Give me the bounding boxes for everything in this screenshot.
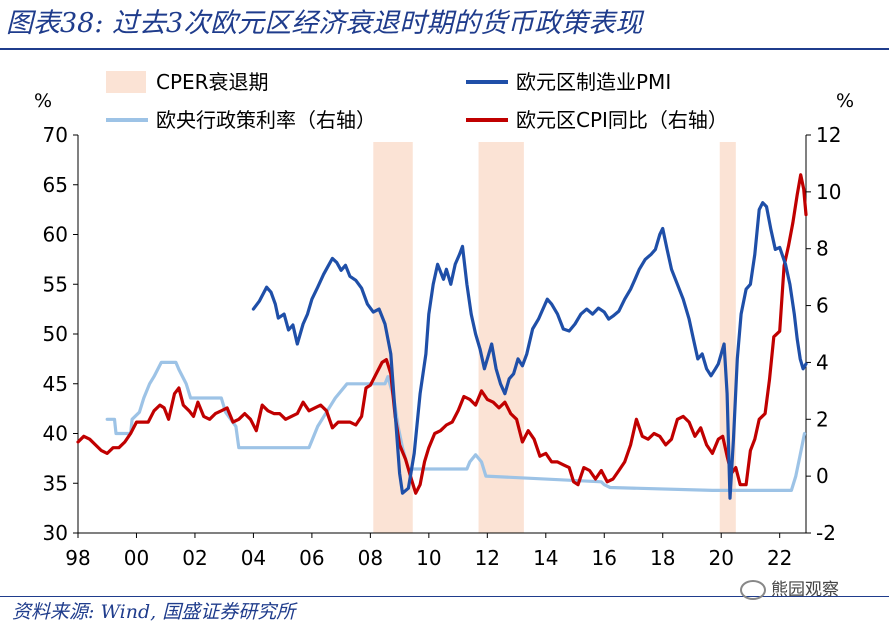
series-line (76, 173, 808, 495)
right-tick-label: 2 (816, 407, 829, 431)
title-divider (0, 48, 889, 50)
series-line (251, 201, 808, 500)
left-tick-label: 30 (43, 521, 68, 545)
right-axis-unit: % (836, 90, 855, 112)
x-tick-label: 04 (241, 546, 266, 570)
left-axis-unit: % (34, 90, 53, 112)
chart-legend: CPER衰退期 欧元区制造业PMI 欧央行政策利率（右轴） 欧元区CPI同比（右轴） (106, 70, 728, 132)
x-tick-label: 22 (767, 546, 792, 570)
left-tick-label: 35 (43, 471, 68, 495)
x-tick-label: 16 (592, 546, 617, 570)
x-tick-label: 20 (708, 546, 733, 570)
left-tick-label: 65 (43, 173, 68, 197)
recession-band (478, 142, 524, 533)
right-tick-label: 10 (816, 180, 841, 204)
footer-divider (0, 596, 889, 597)
right-tick-label: 12 (816, 123, 841, 147)
legend-label: 欧元区制造业PMI (516, 70, 671, 94)
watermark: 熊园观察 (740, 578, 839, 602)
right-tick-label: -2 (816, 521, 836, 545)
x-tick-label: 00 (124, 546, 149, 570)
left-tick-label: 50 (43, 322, 68, 346)
x-tick-label: 98 (65, 546, 90, 570)
left-tick-label: 70 (43, 123, 68, 147)
x-tick-label: 08 (358, 546, 383, 570)
source-note: 资料来源: Wind, 国盛证券研究所 (12, 601, 296, 623)
x-tick-label: 10 (416, 546, 441, 570)
legend-swatch (106, 71, 146, 93)
left-tick-label: 60 (43, 223, 68, 247)
x-tick-label: 18 (650, 546, 675, 570)
x-tick-label: 06 (299, 546, 324, 570)
chart-series (76, 173, 808, 500)
recession-band (373, 142, 413, 533)
left-tick-label: 45 (43, 372, 68, 396)
x-tick-label: 12 (475, 546, 500, 570)
series-line (105, 360, 807, 492)
left-tick-label: 55 (43, 272, 68, 296)
right-tick-label: 4 (816, 350, 829, 374)
legend-label: CPER衰退期 (156, 70, 269, 94)
right-tick-label: 0 (816, 464, 829, 488)
x-tick-label: 14 (533, 546, 558, 570)
legend-label: 欧元区CPI同比（右轴） (516, 108, 728, 132)
right-tick-label: 6 (816, 294, 829, 318)
wechat-icon (740, 580, 766, 600)
chart-title: 图表38: 过去3次欧元区经济衰退时期的货币政策表现 (6, 8, 643, 39)
x-tick-label: 02 (182, 546, 207, 570)
watermark-text: 熊园观察 (771, 580, 839, 600)
right-tick-label: 8 (816, 237, 829, 261)
left-tick-label: 40 (43, 422, 68, 446)
legend-label: 欧央行政策利率（右轴） (156, 108, 376, 132)
